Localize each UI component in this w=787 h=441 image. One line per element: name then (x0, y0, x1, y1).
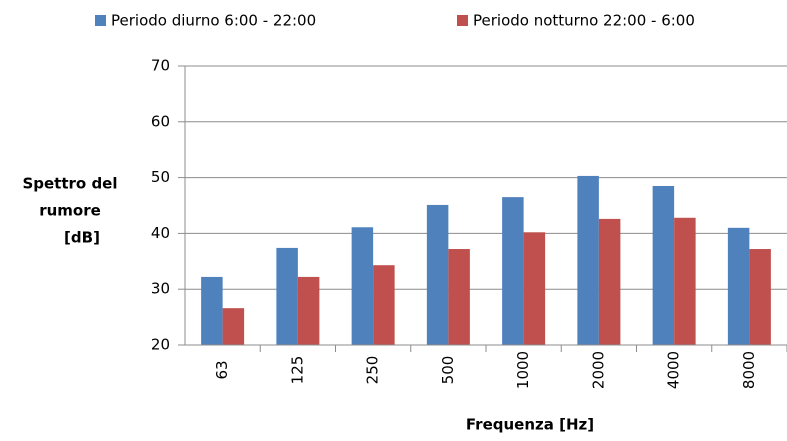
bar (749, 249, 771, 345)
bar (276, 247, 298, 345)
x-tick-label: 8000 (740, 351, 758, 389)
y-tick-label: 30 (151, 280, 170, 298)
y-axis-title: rumore (39, 202, 101, 220)
x-tick-label: 250 (364, 356, 382, 385)
y-axis-title: Spettro del (22, 175, 117, 193)
bar (222, 308, 245, 345)
y-tick-label: 70 (151, 57, 170, 75)
legend-swatch (457, 15, 468, 26)
x-tick-label: 1000 (514, 351, 532, 389)
bar (426, 204, 449, 345)
bar (523, 232, 546, 345)
legend-label: Periodo diurno 6:00 - 22:00 (111, 12, 316, 30)
legend-swatch (95, 15, 106, 26)
bar (201, 276, 223, 345)
bar (577, 175, 599, 345)
bar (652, 185, 675, 345)
bar (674, 217, 696, 345)
bar (351, 227, 374, 345)
y-tick-label: 20 (151, 336, 170, 354)
bar (727, 227, 750, 345)
bar (448, 249, 470, 345)
y-axis-title: [dB] (64, 229, 100, 247)
x-tick-label: 125 (288, 356, 306, 385)
bar (598, 218, 621, 345)
x-tick-label: 2000 (589, 351, 607, 389)
y-tick-label: 60 (151, 112, 170, 130)
x-tick-label: 63 (213, 360, 231, 379)
x-axis-title: Frequenza [Hz] (466, 416, 594, 434)
x-tick-label: 500 (439, 356, 457, 385)
y-tick-label: 40 (151, 224, 170, 242)
bar (502, 197, 524, 345)
bar (297, 276, 320, 345)
legend-label: Periodo notturno 22:00 - 6:00 (473, 12, 695, 30)
bar (373, 265, 395, 345)
x-tick-label: 4000 (665, 351, 683, 389)
y-tick-label: 50 (151, 168, 170, 186)
